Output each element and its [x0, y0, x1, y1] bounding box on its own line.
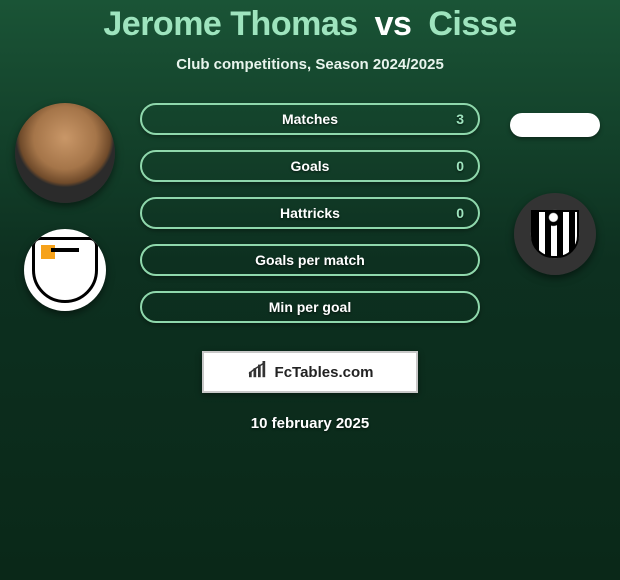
stat-right-value: 0: [456, 158, 464, 174]
subtitle: Club competitions, Season 2024/2025: [0, 56, 620, 73]
stat-right-value: 0: [456, 205, 464, 221]
stat-row-matches: Matches 3: [140, 103, 480, 135]
stat-right-value: 3: [456, 111, 464, 127]
stat-label: Min per goal: [269, 299, 351, 315]
stat-label: Goals per match: [255, 252, 365, 268]
player1-club-badge: [24, 229, 106, 311]
comparison-content: Matches 3 Goals 0 Hattricks 0 Goals per …: [0, 103, 620, 333]
stat-row-hattricks: Hattricks 0: [140, 197, 480, 229]
date-label: 10 february 2025: [0, 415, 620, 432]
stat-row-goals-per-match: Goals per match: [140, 244, 480, 276]
title-player1: Jerome Thomas: [103, 5, 357, 43]
brand-link[interactable]: FcTables.com: [202, 351, 418, 393]
stat-row-goals: Goals 0: [140, 150, 480, 182]
stats-list: Matches 3 Goals 0 Hattricks 0 Goals per …: [140, 103, 480, 323]
chart-icon: [247, 361, 269, 384]
page-title: Jerome Thomas vs Cisse: [0, 0, 620, 44]
right-player-column: [500, 103, 610, 275]
title-player2: Cisse: [428, 5, 516, 43]
stat-label: Matches: [282, 111, 338, 127]
stat-label: Goals: [291, 158, 330, 174]
stat-label: Hattricks: [280, 205, 340, 221]
left-player-column: [10, 103, 120, 311]
player1-photo: [15, 103, 115, 203]
title-vs: vs: [375, 5, 412, 43]
stat-row-min-per-goal: Min per goal: [140, 291, 480, 323]
player2-photo: [510, 113, 600, 137]
player2-club-badge: [514, 193, 596, 275]
brand-text: FcTables.com: [275, 364, 374, 381]
